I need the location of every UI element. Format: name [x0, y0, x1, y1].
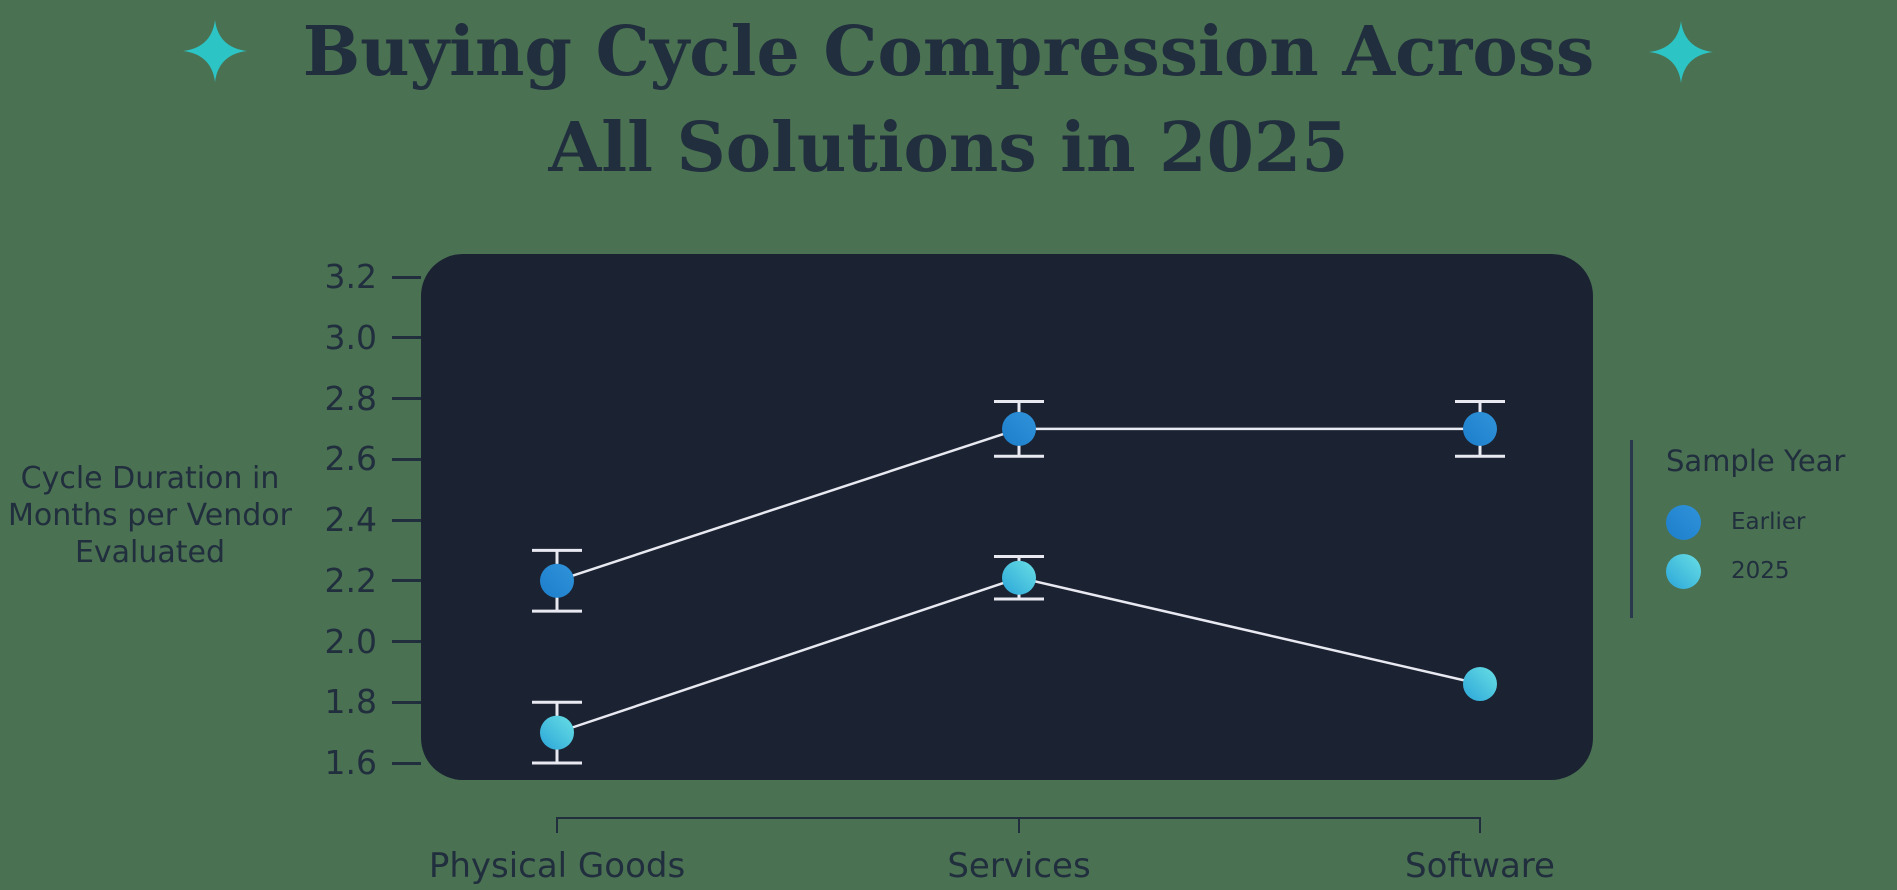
data-point-earlier-2 — [1463, 411, 1497, 446]
data-point-earlier-1 — [1002, 411, 1036, 446]
y-tick-label: 3.2 — [324, 257, 377, 296]
y-tick-mark — [392, 579, 421, 583]
y-tick-label: 1.6 — [324, 743, 377, 782]
y-tick-mark — [392, 397, 421, 400]
data-point-2025-0 — [540, 715, 574, 750]
legend-swatch-icon — [1666, 504, 1701, 540]
legend-item-2025: 2025 — [1666, 553, 1790, 589]
y-tick-mark — [392, 761, 421, 765]
y-tick-label: 2.6 — [324, 439, 377, 479]
y-axis-label: Cycle Duration in Months per Vendor Eval… — [8, 461, 292, 570]
x-category-label: Services — [947, 846, 1091, 886]
legend-item-label: Earlier — [1731, 509, 1806, 535]
y-tick-mark — [392, 640, 421, 643]
plot-panel — [421, 254, 1593, 780]
data-point-2025-2 — [1463, 667, 1497, 702]
y-tick-mark — [392, 336, 421, 340]
data-point-earlier-0 — [540, 563, 574, 598]
sparkle-icon — [1649, 21, 1713, 83]
y-tick-mark — [392, 457, 421, 461]
chart-title-line1: Buying Cycle Compression Across — [302, 12, 1595, 92]
chart-title: Buying Cycle Compression Across All Solu… — [0, 4, 1897, 196]
legend-swatch-icon — [1666, 553, 1701, 589]
legend-title: Sample Year — [1666, 444, 1846, 478]
y-tick-label: 3.0 — [324, 317, 377, 357]
x-category-label: Physical Goods — [428, 846, 686, 886]
chart-title-line2: All Solutions in 2025 — [548, 108, 1349, 188]
series-line-2025 — [556, 576, 1481, 734]
y-tick-label: 1.8 — [324, 682, 377, 722]
x-category-label: Software — [1405, 846, 1555, 886]
sparkle-icon — [183, 20, 247, 82]
y-tick-mark — [392, 275, 421, 279]
y-tick-label: 2.8 — [324, 378, 377, 418]
y-tick-label: 2.2 — [324, 560, 377, 600]
y-tick-label: 2.4 — [324, 500, 377, 539]
y-tick-mark — [392, 518, 421, 522]
x-axis-bracket — [556, 817, 1481, 833]
legend-divider — [1630, 440, 1633, 618]
data-point-2025-1 — [1002, 560, 1036, 595]
legend-item-earlier: Earlier — [1666, 504, 1805, 540]
y-tick-mark — [392, 700, 421, 704]
y-tick-label: 2.0 — [324, 621, 377, 661]
legend-item-label: 2025 — [1731, 558, 1790, 584]
